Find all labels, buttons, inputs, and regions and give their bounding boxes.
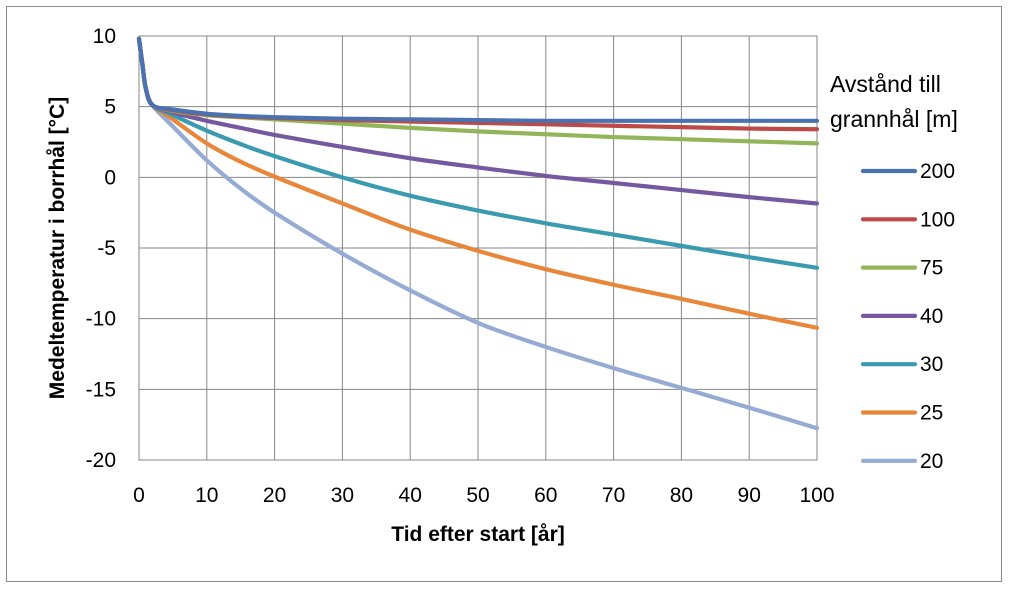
- series-line-200: [136, 36, 820, 123]
- x-tick-label: 40: [399, 484, 422, 507]
- legend-title-line2: grannhål [m]: [830, 106, 958, 132]
- y-tick-label: -15: [86, 378, 116, 401]
- legend: Avstånd till grannhål [m] 200 100 75 40 30 25…: [830, 71, 958, 473]
- y-tick-label: 10: [93, 25, 116, 48]
- y-axis-title: Medeltemperatur i borrhål [°C]: [46, 97, 69, 399]
- y-tick-label: 5: [104, 96, 116, 119]
- legend-label-25: 25: [920, 402, 943, 425]
- legend-label-100: 100: [920, 208, 955, 231]
- y-tick-label: -5: [97, 237, 116, 260]
- y-tick-label: 0: [104, 166, 116, 189]
- series-lines: [136, 36, 820, 431]
- x-tick-label: 30: [331, 484, 354, 507]
- legend-label-40: 40: [920, 305, 943, 328]
- chart-frame: [6, 6, 1002, 582]
- x-tick-label: 60: [534, 484, 557, 507]
- legend-label-200: 200: [920, 160, 955, 183]
- x-tick-label: 80: [670, 484, 693, 507]
- x-axis-title: Tid efter start [år]: [391, 523, 565, 546]
- legend-label-75: 75: [920, 257, 943, 280]
- legend-label-30: 30: [920, 353, 943, 376]
- y-tick-label: -20: [86, 449, 116, 472]
- legend-label-20: 20: [920, 450, 943, 473]
- x-tick-label: 70: [602, 484, 625, 507]
- x-tick-label: 20: [263, 484, 286, 507]
- x-tick-label: 90: [738, 484, 761, 507]
- x-tick-label: 10: [195, 484, 218, 507]
- gridlines: [138, 35, 818, 461]
- y-tick-label: -10: [86, 308, 116, 331]
- legend-title-line1: Avstånd till: [830, 71, 941, 97]
- x-tick-label: 0: [133, 484, 145, 507]
- x-tick-label: 100: [799, 484, 834, 507]
- x-tick-label: 50: [466, 484, 489, 507]
